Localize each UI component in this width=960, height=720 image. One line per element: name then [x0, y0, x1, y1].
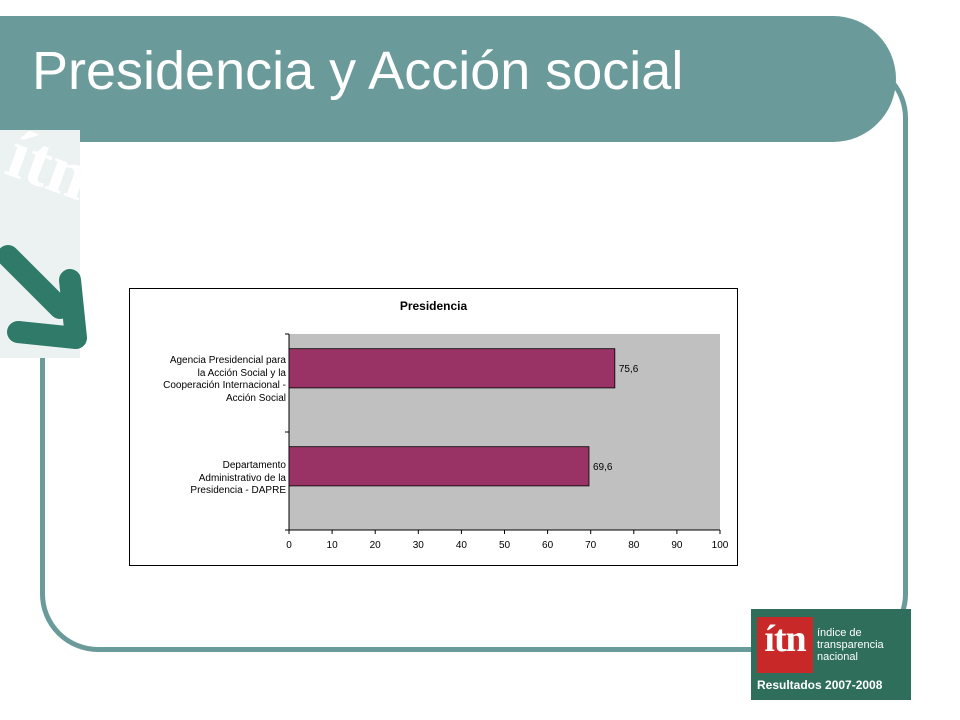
category-label: Departamento Administrativo de la Presiden… [134, 460, 286, 498]
category-label-line: Agencia Presidencial para [169, 355, 286, 366]
logo-line: nacional [817, 651, 858, 663]
bar [288, 446, 590, 487]
logo-subtitle: índice de transparencia nacional [817, 627, 884, 663]
x-tick-label: 0 [286, 540, 292, 551]
x-tick-label: 100 [712, 540, 729, 551]
x-tick-label: 70 [585, 540, 597, 551]
bar [288, 348, 616, 389]
chart-title: Presidencia [399, 299, 468, 313]
x-tick-label: 60 [542, 540, 554, 551]
x-tick-label: 30 [413, 540, 425, 551]
logo-line: transparencia [817, 639, 884, 651]
slide-title: Presidencia y Acción social [32, 41, 684, 101]
data-label: 69,6 [593, 462, 613, 473]
category-label-line: Cooperación Internacional - [163, 380, 286, 391]
x-tick-label: 50 [499, 540, 511, 551]
category-label-line: la Acción Social y la [197, 367, 286, 379]
category-label-line: Departamento [222, 460, 286, 471]
logo-badge: ítn [757, 617, 813, 673]
category-label-line: Administrativo de la [198, 472, 286, 484]
x-tick-label: 80 [628, 540, 640, 551]
title-underline [0, 142, 848, 146]
category-label-line: Presidencia - DAPRE [190, 485, 286, 496]
x-tick-label: 40 [456, 540, 468, 551]
chart-container: 0 10 20 30 40 50 60 70 80 90 100 75,6 69,6 Presidenc… [129, 288, 738, 566]
logo-line: índice de [817, 627, 862, 639]
bar-chart: 0 10 20 30 40 50 60 70 80 90 100 75,6 69,6 [285, 333, 729, 551]
title-band [0, 16, 896, 146]
itn-logo: ítn índice de transparencia nacional Res… [751, 609, 911, 700]
x-tick-label: 20 [370, 540, 382, 551]
category-label: Agencia Presidencial para la Acción Socia… [134, 355, 286, 405]
category-label-line: Acción Social [225, 392, 286, 404]
x-tick-label: 90 [671, 540, 683, 551]
x-tick-label: 10 [327, 540, 339, 551]
logo-mark: ítn [764, 618, 806, 660]
data-label: 75,6 [619, 364, 639, 375]
logo-results: Resultados 2007-2008 [757, 678, 883, 692]
itn-watermark-icon: ítn [0, 130, 96, 358]
